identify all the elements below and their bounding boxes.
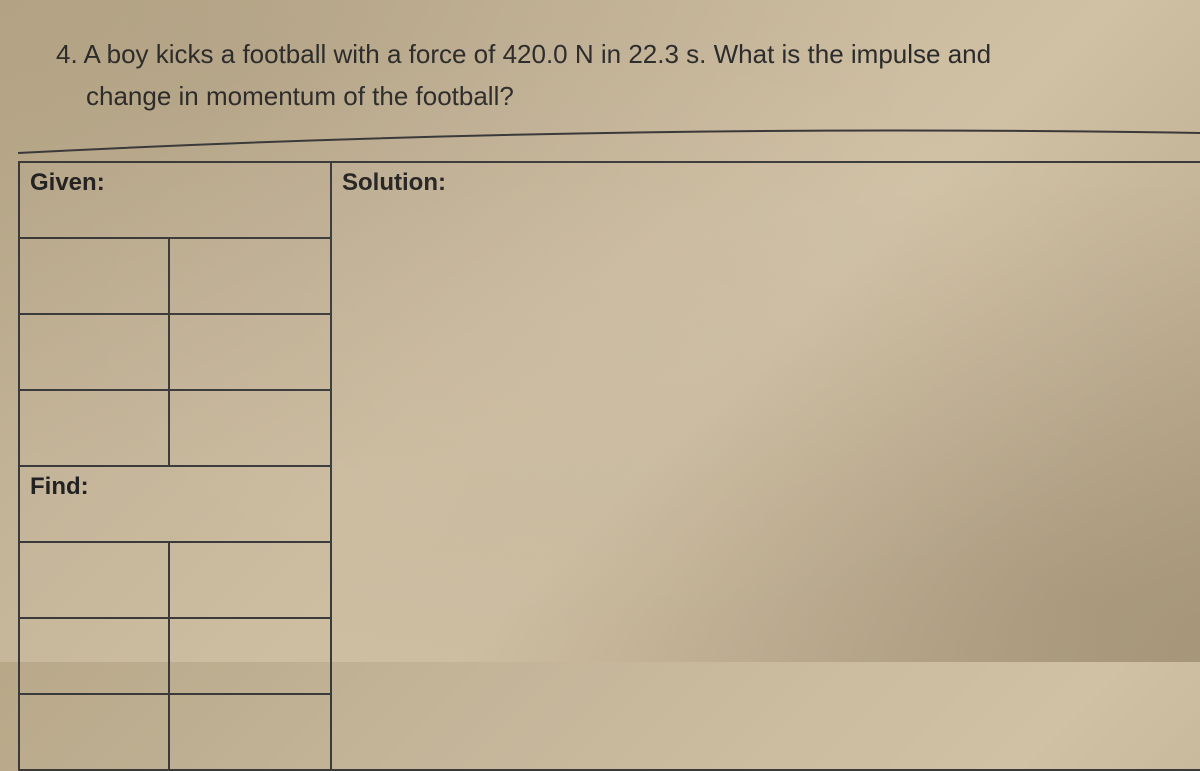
find-cell <box>169 618 331 694</box>
find-cell <box>19 618 169 694</box>
question-text: 4. A boy kicks a football with a force o… <box>0 0 1200 127</box>
curved-separator <box>0 127 1200 157</box>
table-row: Given: Solution: <box>19 162 1200 238</box>
find-cell <box>169 542 331 618</box>
worksheet-table: Given: Solution: Find: <box>18 161 1200 771</box>
find-cell <box>169 694 331 770</box>
find-cell <box>19 694 169 770</box>
find-label-cell: Find: <box>19 466 331 542</box>
question-number: 4. <box>56 39 78 69</box>
given-cell <box>19 390 169 466</box>
solution-cell: Solution: <box>331 162 1200 770</box>
question-line1: A boy kicks a football with a force of 4… <box>83 39 991 69</box>
question-line2: change in momentum of the football? <box>56 76 1160 116</box>
given-cell <box>169 390 331 466</box>
given-cell <box>19 314 169 390</box>
find-cell <box>19 542 169 618</box>
given-cell <box>169 314 331 390</box>
given-label-cell: Given: <box>19 162 331 238</box>
given-cell <box>19 238 169 314</box>
given-cell <box>169 238 331 314</box>
